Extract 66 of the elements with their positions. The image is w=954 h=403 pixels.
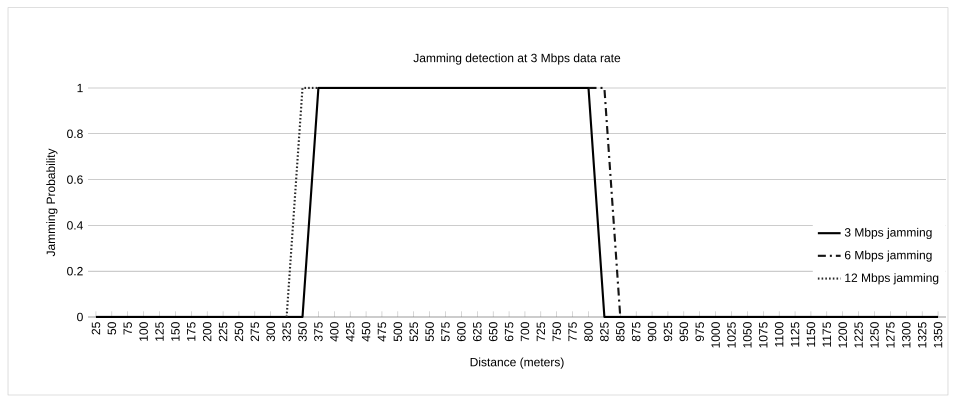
x-tick-label: 425 [346,322,354,342]
x-tick-label: 1250 [870,322,879,348]
y-axis-title: Jamming Probability [46,148,58,256]
x-tick-label: 375 [314,322,323,342]
x-axis-title: Distance (meters) [470,358,564,369]
y-tick-label: 0.8 [67,130,83,138]
x-tick-label: 1325 [918,322,926,348]
legend-label: 6 Mbps jamming [844,250,932,262]
x-tick-label: 600 [457,322,466,342]
x-tick-label: 1025 [727,322,736,348]
x-tick-label: 550 [425,322,434,342]
x-tick-label: 350 [298,322,307,342]
x-tick-label: 475 [378,322,386,342]
y-tick-label: 1 [78,84,83,92]
x-tick-label: 800 [584,322,593,342]
x-tick-label: 400 [330,322,339,342]
x-tick-label: 25 [92,322,100,334]
legend-label: 12 Mbps jamming [845,273,938,284]
x-tick-label: 1000 [711,322,720,348]
x-tick-label: 900 [648,322,656,342]
x-tick-label: 625 [473,322,482,342]
x-tick-label: 1275 [886,322,895,348]
x-tick-label: 1125 [790,322,800,347]
x-tick-label: 875 [632,322,640,342]
x-tick-label: 150 [171,322,180,341]
x-tick-label: 1150 [806,322,816,347]
x-tick-label: 1175 [822,322,832,347]
x-tick-label: 850 [616,322,625,342]
y-tick-label: 0.4 [67,221,83,230]
chart-title: Jamming detection at 3 Mbps data rate [413,53,620,65]
x-tick-label: 1100 [774,322,784,347]
x-tick-label: 675 [504,322,514,342]
x-tick-label: 500 [394,322,402,342]
x-tick-label: 50 [108,322,116,335]
legend-label: 3 Mbps jamming [844,228,932,240]
x-tick-label: 225 [218,322,228,342]
x-tick-label: 75 [124,322,132,334]
x-tick-label: 1050 [743,322,752,348]
x-tick-label: 750 [552,322,561,342]
y-tick-label: 0.2 [67,266,83,276]
x-tick-label: 825 [600,322,609,342]
x-tick-label: 725 [536,322,546,342]
x-tick-label: 200 [202,322,212,342]
x-tick-label: 275 [250,322,260,342]
x-tick-label: 325 [282,322,291,342]
x-tick-label: 700 [520,322,530,342]
x-tick-label: 450 [362,322,370,342]
x-tick-label: 650 [488,322,498,342]
x-tick-label: 1300 [902,322,911,348]
x-tick-label: 1225 [854,322,863,348]
x-tick-label: 975 [695,322,704,342]
x-tick-label: 1075 [759,322,768,348]
x-tick-label: 125 [155,322,164,341]
x-tick-label: 525 [409,322,418,342]
x-tick-label: 175 [187,322,196,341]
x-tick-label: 1200 [838,322,847,348]
x-tick-label: 575 [441,322,450,342]
x-tick-label: 250 [234,322,244,342]
y-tick-label: 0.6 [67,175,83,184]
x-tick-label: 100 [139,322,148,341]
x-tick-label: 1350 [934,322,942,348]
x-tick-label: 950 [680,322,688,342]
y-tick-label: 0 [77,312,83,322]
x-tick-label: 925 [664,322,672,342]
x-tick-label: 300 [266,322,275,342]
x-tick-label: 775 [568,322,577,342]
